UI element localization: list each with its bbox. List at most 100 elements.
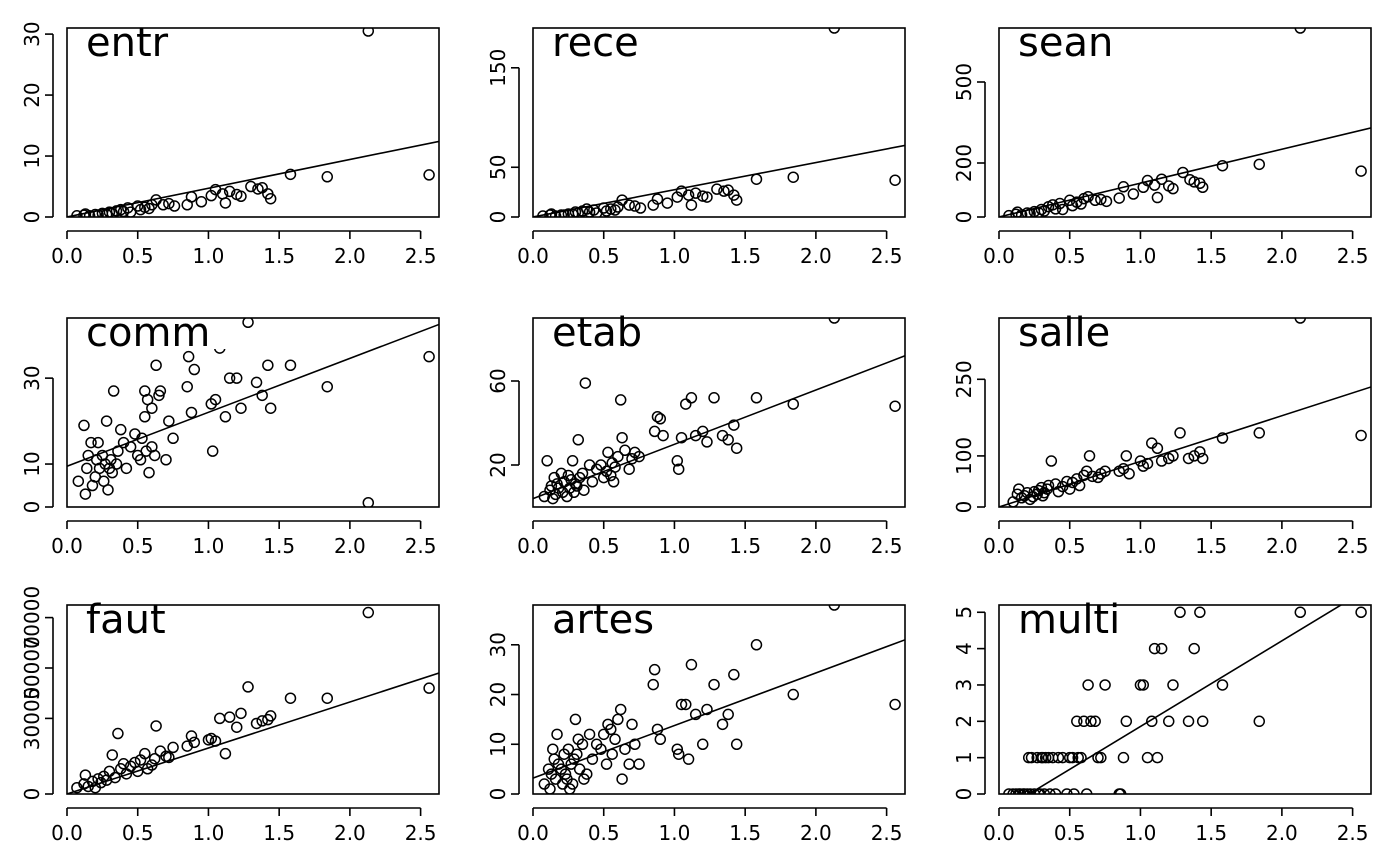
data-point xyxy=(1114,788,1127,794)
regression-line xyxy=(1027,605,1343,794)
data-point xyxy=(1028,788,1041,794)
panel-sean: 0.0 0.5 1.0 1.5 2.0 2.5 0 200 500 sean xyxy=(952,20,1372,268)
data-point xyxy=(612,450,624,463)
data-point xyxy=(1117,181,1130,193)
x-tick-label: 2.0 xyxy=(334,244,366,268)
data-point xyxy=(718,185,730,197)
x-tick-label: 2.0 xyxy=(1266,821,1298,845)
title-background xyxy=(68,319,233,349)
data-point xyxy=(72,475,85,487)
data-point xyxy=(1151,442,1164,455)
data-point xyxy=(139,747,151,760)
data-point xyxy=(1216,432,1229,444)
y-axis: 0 10 20 30 xyxy=(486,632,520,800)
y-tick-label: 100 xyxy=(952,437,976,475)
data-point xyxy=(1117,751,1130,764)
data-point xyxy=(124,441,137,453)
data-point xyxy=(362,496,375,507)
data-point xyxy=(235,190,247,203)
data-point xyxy=(131,200,144,212)
data-point xyxy=(223,372,236,384)
panel-title: comm xyxy=(86,310,210,356)
data-point xyxy=(614,394,627,406)
data-point xyxy=(606,748,618,760)
plot-frame xyxy=(66,604,440,795)
data-point xyxy=(1082,679,1094,691)
data-point xyxy=(580,768,593,780)
data-point xyxy=(605,203,617,215)
y-tick-label: 10 xyxy=(20,451,44,476)
data-point xyxy=(583,728,596,741)
data-point xyxy=(1018,490,1031,502)
data-point xyxy=(602,446,614,459)
data-point xyxy=(680,698,692,711)
data-point xyxy=(1155,173,1168,185)
data-point xyxy=(889,400,901,412)
data-point xyxy=(188,363,201,376)
data-point xyxy=(1034,788,1046,794)
x-tick-label: 2.0 xyxy=(334,821,366,845)
panel-title: entr xyxy=(86,20,169,66)
x-tick-label: 1.0 xyxy=(193,534,225,558)
panel-title: multi xyxy=(1018,597,1120,643)
x-tick-label: 1.5 xyxy=(729,244,761,268)
x-tick-label: 0.5 xyxy=(122,534,154,558)
title-background xyxy=(1000,606,1143,636)
y-tick-label: 0 xyxy=(952,501,976,514)
data-point xyxy=(671,455,684,467)
x-tick-label: 1.0 xyxy=(659,244,691,268)
data-point xyxy=(672,748,685,760)
data-point xyxy=(619,743,631,755)
x-tick-label: 0.5 xyxy=(1054,821,1086,845)
data-point xyxy=(79,488,92,500)
data-point xyxy=(578,484,590,496)
data-point xyxy=(95,776,107,789)
title-background xyxy=(534,606,677,636)
x-axis: 0.0 0.5 1.0 1.5 2.0 2.5 xyxy=(51,520,437,558)
panel-multi: 0.0 0.5 1.0 1.5 2.0 2.5 0 1 2 3 4 5 multi xyxy=(952,597,1372,845)
data-point xyxy=(1182,715,1195,728)
data-point xyxy=(547,743,559,755)
data-point xyxy=(586,753,599,765)
x-tick-label: 1.0 xyxy=(1125,821,1157,845)
data-point xyxy=(168,200,181,212)
data-point xyxy=(92,436,104,449)
panel-entr: 0.0 0.5 1.0 1.5 2.0 2.5 0 10 20 30 entr xyxy=(20,20,440,268)
data-point xyxy=(139,411,151,423)
data-point xyxy=(185,730,198,742)
title-background xyxy=(1000,319,1133,349)
data-point xyxy=(1294,318,1307,324)
data-point xyxy=(566,455,579,467)
data-point xyxy=(1151,191,1164,204)
plot-area xyxy=(1003,605,1367,794)
title-background xyxy=(1000,29,1136,59)
data-point xyxy=(572,434,585,446)
data-point xyxy=(696,190,709,202)
data-point xyxy=(689,708,702,721)
data-point xyxy=(1120,715,1133,728)
data-point xyxy=(711,183,723,195)
plot-frame xyxy=(998,604,1372,795)
data-point xyxy=(828,605,841,611)
data-point xyxy=(569,713,582,726)
plot-area xyxy=(533,605,905,794)
panel-artes: 0.0 0.5 1.0 1.5 2.0 2.5 0 10 20 30 artes xyxy=(486,597,906,845)
x-tick-label: 0.0 xyxy=(517,244,549,268)
data-point xyxy=(81,462,93,475)
data-point xyxy=(722,434,734,446)
data-point xyxy=(1196,181,1209,194)
data-point xyxy=(1155,455,1168,467)
plot-frame xyxy=(532,604,906,795)
y-axis: 0 50 150 xyxy=(486,49,520,223)
data-point xyxy=(597,202,610,214)
data-point xyxy=(120,462,133,475)
panel-title: etab xyxy=(552,310,642,356)
x-tick-label: 1.0 xyxy=(659,821,691,845)
data-point xyxy=(235,402,247,414)
data-point xyxy=(71,210,83,217)
data-point xyxy=(107,385,120,397)
data-point xyxy=(1120,450,1133,462)
data-point xyxy=(83,210,96,217)
panel-title: sean xyxy=(1018,20,1113,66)
data-point xyxy=(219,197,232,209)
